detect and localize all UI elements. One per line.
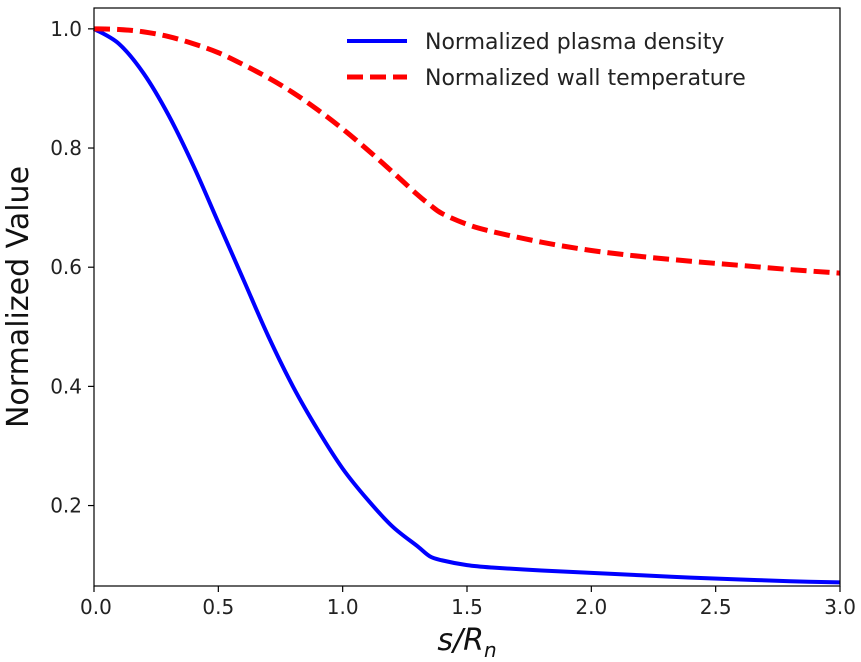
y-axis-title: Normalized Value bbox=[1, 166, 36, 428]
series-line-wall-temperature bbox=[93, 26, 841, 276]
plot-area-frame bbox=[93, 7, 841, 587]
x-tick-label: 2.5 bbox=[700, 595, 732, 619]
y-tick-label: 1.0 bbox=[50, 17, 82, 41]
plot-area-background bbox=[94, 8, 840, 586]
y-tick-label: 0.2 bbox=[50, 494, 82, 518]
x-tick-label: 0.0 bbox=[80, 595, 112, 619]
y-tick-label: 0.4 bbox=[50, 374, 82, 398]
x-tick-label: 2.0 bbox=[575, 595, 607, 619]
x-tick-label: 0.5 bbox=[202, 595, 234, 619]
series-line-plasma-density bbox=[92, 27, 841, 585]
legend-label-plasma-density: Normalized plasma density bbox=[425, 30, 724, 55]
x-axis-title-subscript: n bbox=[484, 638, 497, 662]
x-tick-label: 3.0 bbox=[824, 595, 856, 619]
x-tick-label: 1.5 bbox=[451, 595, 483, 619]
y-tick-label: 0.8 bbox=[50, 136, 82, 160]
legend: Normalized plasma density Normalized wal… bbox=[347, 30, 746, 91]
series-layer bbox=[92, 26, 841, 585]
legend-label-wall-temperature: Normalized wall temperature bbox=[425, 66, 746, 91]
x-tick-label: 1.0 bbox=[327, 595, 359, 619]
x-axis-title-main: s/R bbox=[437, 623, 484, 658]
x-axis-title: s/Rn bbox=[437, 623, 496, 662]
ticks-layer: 0.0 0.5 1.0 1.5 2.0 2.5 3.0 0.2 0.4 0.6 0.8 1.0 bbox=[50, 17, 856, 619]
y-tick-label: 0.6 bbox=[50, 255, 82, 279]
